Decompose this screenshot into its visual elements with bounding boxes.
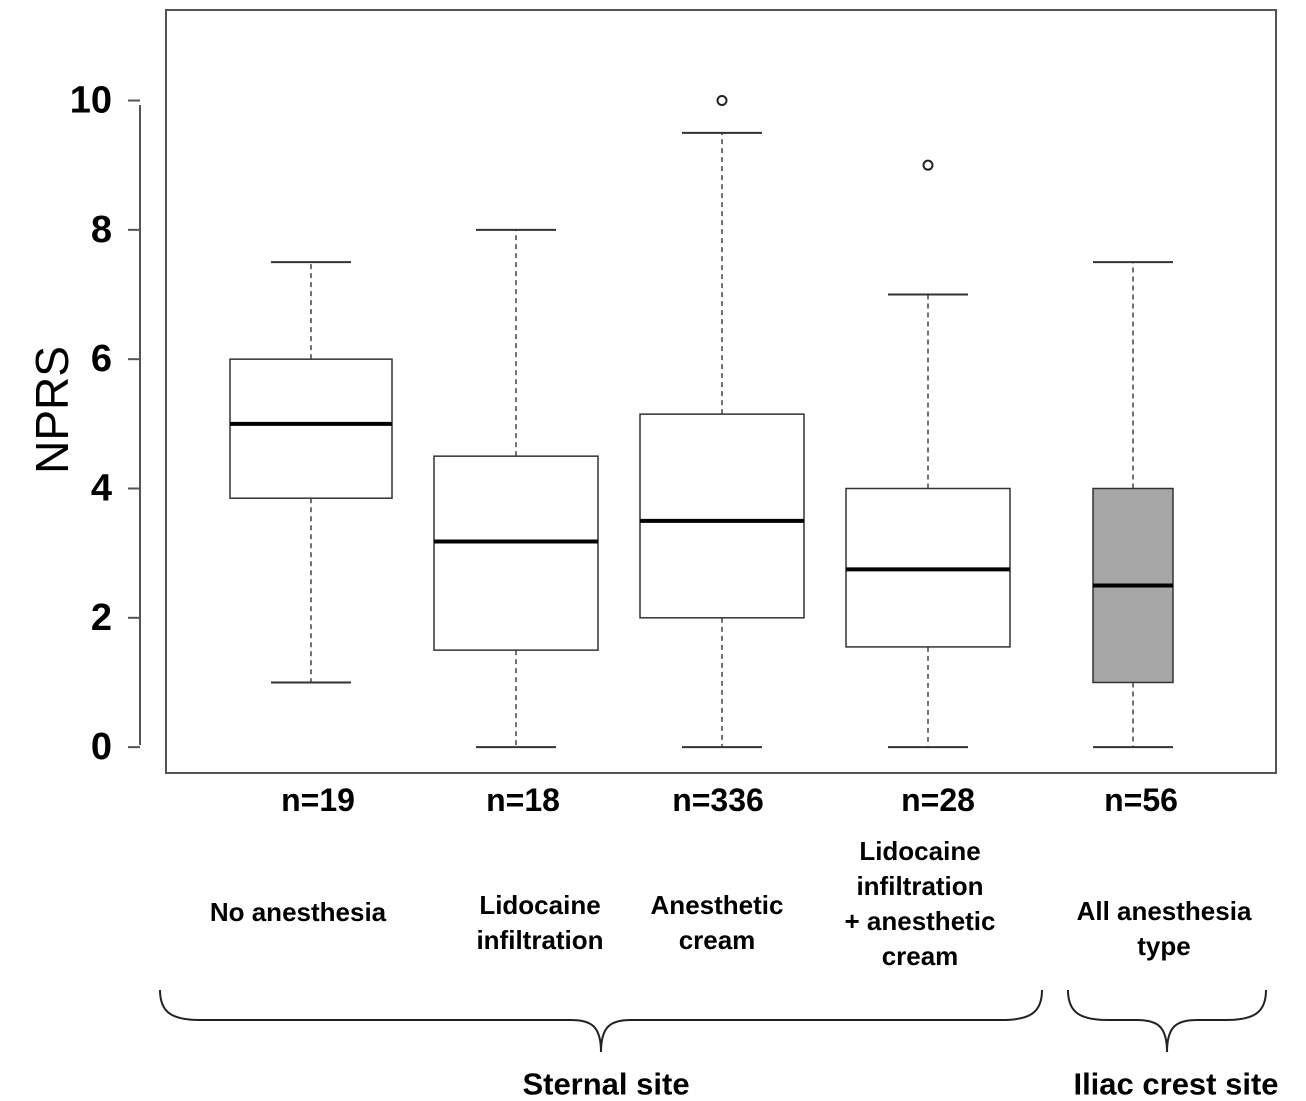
box-series — [229, 95, 1174, 749]
site-braces: Sternal site Iliac crest site — [159, 989, 1279, 1101]
category-label-5: All anesthesia type — [1077, 896, 1252, 961]
n-label-3: n=336 — [672, 782, 764, 818]
sample-size-labels: n=19 n=18 n=336 n=28 n=56 — [281, 782, 1178, 818]
n-label-5: n=56 — [1104, 782, 1178, 818]
box-iqr — [639, 413, 805, 619]
category-label-line: Lidocaine — [479, 890, 600, 920]
category-label-line: type — [1137, 931, 1190, 961]
category-label-line: No anesthesia — [210, 897, 387, 927]
y-tick-label-8: 8 — [91, 209, 112, 251]
n-label-4: n=28 — [901, 782, 975, 818]
category-label-line: Anesthetic — [651, 890, 784, 920]
box-group-2 — [433, 228, 599, 749]
category-label-line: infiltration — [476, 925, 603, 955]
box-group-3 — [639, 95, 805, 749]
y-tick-label-2: 2 — [91, 597, 112, 639]
category-label-line: Lidocaine — [859, 836, 980, 866]
category-label-4: Lidocaine infiltration + anesthetic cream — [844, 836, 995, 971]
site-brace-iliac — [1067, 989, 1267, 1053]
site-label-1: Sternal site — [522, 1067, 689, 1101]
category-label-1: No anesthesia — [210, 897, 387, 927]
category-label-line: All anesthesia — [1077, 896, 1252, 926]
y-axis-ticks: 0 2 4 6 8 10 — [70, 80, 140, 768]
outlier-point — [922, 159, 934, 171]
box-group-5 — [1092, 261, 1174, 749]
category-label-line: infiltration — [856, 871, 983, 901]
category-labels: No anesthesia Lidocaine infiltration Anesth… — [210, 836, 1252, 971]
box-iqr — [433, 455, 599, 651]
category-label-3: Anesthetic cream — [651, 890, 784, 955]
site-label-2: Iliac crest site — [1073, 1067, 1278, 1101]
category-label-line: + anesthetic — [844, 906, 995, 936]
category-label-line: cream — [679, 925, 756, 955]
box-iqr — [229, 358, 393, 499]
category-label-2: Lidocaine infiltration — [476, 890, 603, 955]
box-group-4 — [845, 159, 1011, 749]
plot-frame — [165, 9, 1277, 774]
y-tick-label-4: 4 — [91, 467, 112, 509]
box-group-1 — [229, 261, 393, 684]
site-brace-sternal — [159, 989, 1043, 1053]
outlier-point — [716, 95, 728, 107]
y-tick-label-0: 0 — [91, 726, 112, 768]
n-label-1: n=19 — [281, 782, 355, 818]
y-axis-title: NPRS — [26, 346, 78, 474]
y-tick-label-10: 10 — [70, 80, 112, 122]
n-label-2: n=18 — [486, 782, 560, 818]
category-label-line: cream — [882, 941, 959, 971]
y-tick-label-6: 6 — [91, 338, 112, 380]
